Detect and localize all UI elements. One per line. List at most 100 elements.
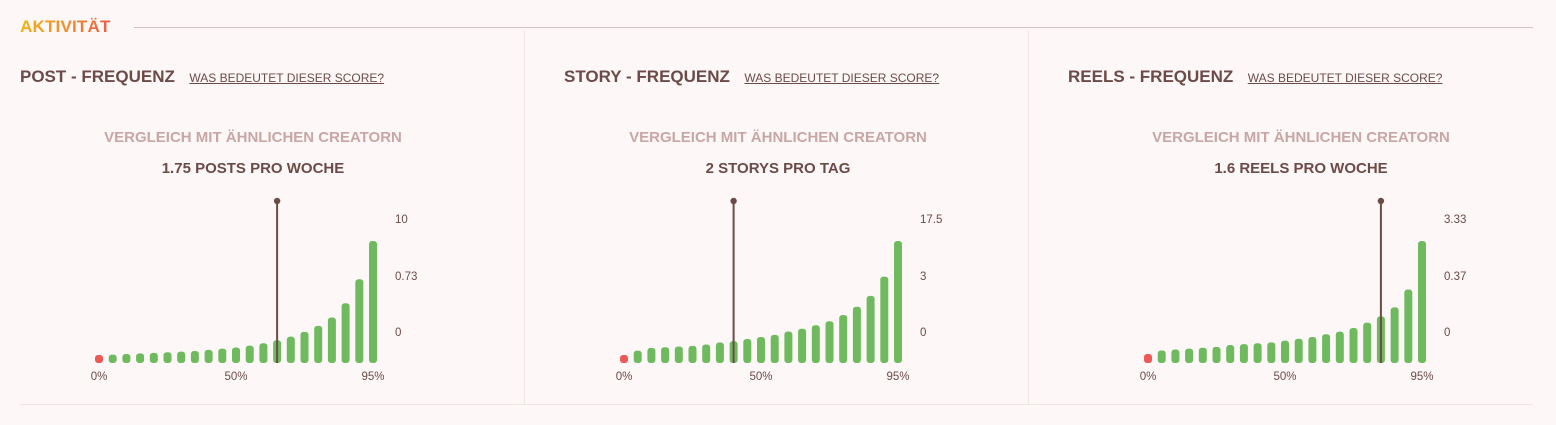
bar [743,339,752,363]
bar [839,315,848,363]
x-tick-label: 50% [749,371,772,383]
bar [852,306,861,363]
x-tick-label: 95% [1410,371,1433,383]
bar [1281,340,1289,363]
bar [1335,331,1344,363]
activity-panels: POST - FREQUENZ WAS BEDEUTET DIESER SCOR… [20,31,1533,405]
compare-label: VERGLEICH MIT ÄHNLICHEN CREATORN [629,129,927,146]
panel-story-frequency: STORY - FREQUENZ WAS BEDEUTET DIESER SCO… [524,31,1029,404]
bar [894,241,902,363]
value-label: 2 STORYS PRO TAG [705,160,851,177]
y-tick-label: 17.5 [920,214,942,226]
bar [341,303,350,363]
bar [633,350,642,363]
bar [880,276,889,363]
distribution-chart: 0% 50% 95% 17.5 3 0 [616,197,942,383]
y-tick-label: 0 [395,327,401,339]
y-tick-label: 10 [395,214,408,226]
distribution-chart: 0% 50% 95% 10 0.73 0 [91,197,417,383]
bar [286,336,295,363]
bar [1294,338,1303,363]
panel-post-frequency: POST - FREQUENZ WAS BEDEUTET DIESER SCOR… [20,31,524,404]
value-label: 1.75 POSTS PRO WOCHE [161,160,345,177]
bar-lowest [620,355,628,363]
y-tick-label: 0.37 [1444,271,1466,283]
compare-label: VERGLEICH MIT ÄHNLICHEN CREATORN [104,129,402,146]
bar [1157,350,1166,363]
bar [190,351,199,363]
x-tick-label: 95% [886,371,909,383]
bar [259,343,268,363]
panel-reels-frequency: REELS - FREQUENZ WAS BEDEUTET DIESER SCO… [1028,31,1534,404]
x-tick-label: 50% [224,371,247,383]
section-title: AKTIVITÄT [20,17,111,36]
y-tick-label: 0 [920,327,926,339]
bar [1418,241,1426,363]
bar [369,241,377,363]
bar [825,321,834,363]
panel-title: POST - FREQUENZ [20,67,175,86]
bar [1226,345,1235,363]
bar [1322,334,1331,363]
bar-lowest [95,355,103,363]
section-divider [134,27,1533,28]
y-tick-label: 3.33 [1444,214,1466,226]
y-tick-label: 0.73 [395,271,417,283]
bar [770,334,779,363]
bar [314,325,323,363]
bar [798,328,807,363]
bar [136,353,145,363]
bar [811,325,820,363]
creator-marker-dot [273,197,281,205]
bar [784,331,793,363]
bar [218,348,227,363]
bar [1212,346,1221,363]
panel-title: STORY - FREQUENZ [564,67,730,86]
x-tick-label: 0% [616,371,633,383]
value-label: 1.6 REELS PRO WOCHE [1214,160,1388,177]
score-info-link[interactable]: WAS BEDEUTET DIESER SCORE? [744,71,940,85]
y-tick-label: 0 [1444,327,1450,339]
section-header: AKTIVITÄT [20,17,1533,41]
bar [1239,344,1248,363]
bar [647,347,656,363]
bar [1171,349,1180,363]
y-tick-label: 3 [920,271,926,283]
bar [300,331,309,363]
bar [163,352,172,363]
bar [177,351,186,363]
creator-marker-dot [1377,197,1385,205]
bar [1363,322,1372,363]
compare-label: VERGLEICH MIT ÄHNLICHEN CREATORN [1152,129,1450,146]
x-tick-label: 95% [361,371,384,383]
bar [1253,343,1262,363]
bar [1404,289,1413,363]
bar [327,317,336,363]
bar [674,346,683,363]
score-info-link[interactable]: WAS BEDEUTET DIESER SCORE? [189,71,385,85]
bar [232,347,240,363]
score-info-link[interactable]: WAS BEDEUTET DIESER SCORE? [1247,71,1443,85]
bar [1267,342,1276,363]
distribution-chart: 0% 50% 95% 3.33 0.37 0 [1140,197,1466,383]
bar [1198,347,1207,363]
bar [715,342,724,363]
bar [866,295,875,363]
bar [1349,328,1358,363]
panel-title: REELS - FREQUENZ [1068,67,1234,86]
bar [1308,336,1317,363]
bar [1185,348,1194,363]
bar-lowest [1144,354,1152,363]
panel-header: POST - FREQUENZ WAS BEDEUTET DIESER SCOR… [20,67,384,87]
bar [1390,307,1399,363]
bar [757,336,765,363]
bar [245,345,254,363]
creator-marker-dot [730,197,737,205]
bar [108,354,117,363]
bar [688,345,697,363]
x-tick-label: 0% [91,371,108,383]
bar [122,354,131,363]
bar [204,349,213,363]
panel-header: REELS - FREQUENZ WAS BEDEUTET DIESER SCO… [1068,67,1442,87]
bar [702,344,711,363]
